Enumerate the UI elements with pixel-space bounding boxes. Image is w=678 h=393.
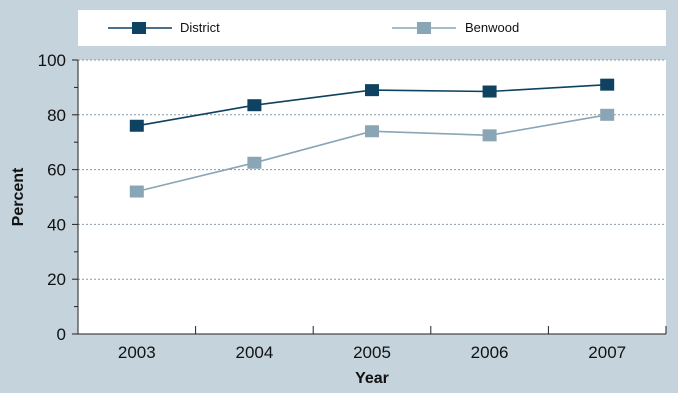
x-tick-label-2005: 2005 (353, 343, 391, 362)
y-tick-label-0: 0 (57, 325, 66, 344)
x-tick-label-2004: 2004 (235, 343, 273, 362)
legend-marker-district (132, 22, 146, 34)
y-tick-label-20: 20 (47, 270, 66, 289)
data-point-district-2003 (129, 119, 144, 132)
y-axis-title: Percent (10, 167, 27, 226)
plot-area (78, 60, 666, 334)
x-tick-label-2003: 2003 (118, 343, 156, 362)
data-point-benwood-2007 (600, 108, 615, 121)
data-point-district-2007 (600, 78, 615, 91)
legend-label-benwood: Benwood (465, 20, 519, 35)
data-point-benwood-2006 (482, 129, 497, 142)
legend-item-district: District (108, 20, 220, 35)
data-point-district-2006 (482, 85, 497, 98)
y-tick-label-60: 60 (47, 161, 66, 180)
data-point-district-2004 (247, 99, 262, 112)
legend-label-district: District (180, 20, 220, 35)
legend-item-benwood: Benwood (392, 20, 519, 35)
x-tick-label-2007: 2007 (588, 343, 626, 362)
x-tick-label-2006: 2006 (471, 343, 509, 362)
legend-background (78, 10, 666, 46)
y-tick-label-40: 40 (47, 215, 66, 234)
data-point-benwood-2005 (365, 125, 379, 138)
data-point-benwood-2003 (129, 185, 144, 198)
data-point-benwood-2004 (247, 156, 262, 169)
data-point-district-2005 (365, 84, 379, 97)
tick-labels: 0 20 40 60 80 100 2003 2004 2005 2006 2007 (38, 51, 626, 362)
y-tick-label-100: 100 (38, 51, 66, 70)
y-tick-label-80: 80 (47, 106, 66, 125)
gridlines (78, 59, 666, 280)
data-markers (129, 78, 615, 198)
legend-box: District Benwood (78, 10, 666, 46)
x-axis-title: Year (355, 370, 389, 387)
legend-marker-benwood (417, 22, 431, 34)
axes (72, 59, 667, 335)
